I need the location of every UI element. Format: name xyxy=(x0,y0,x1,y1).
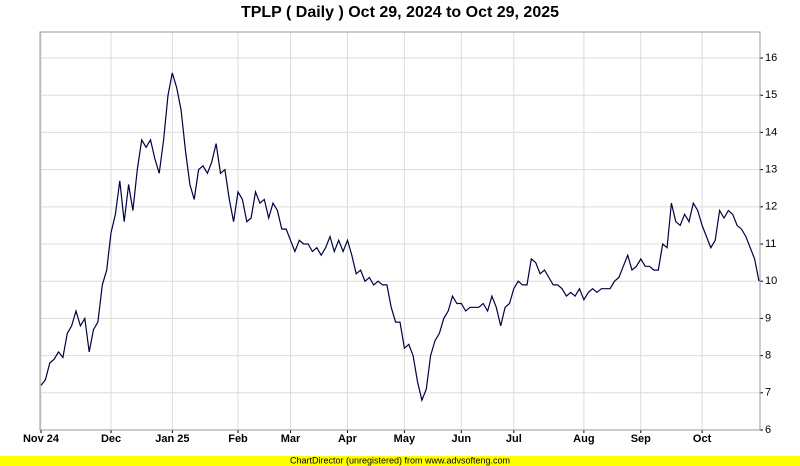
x-tick-label: Nov 24 xyxy=(23,433,60,445)
y-tick-label: 13 xyxy=(765,164,777,176)
x-tick-label: Apr xyxy=(338,433,358,445)
x-tick-label: Jun xyxy=(452,433,472,445)
price-line xyxy=(40,72,760,403)
y-tick-label: 16 xyxy=(765,52,777,64)
y-tick-label: 8 xyxy=(765,350,771,362)
plot-frame xyxy=(39,31,761,431)
y-tick-label: 11 xyxy=(765,238,776,250)
footer-bar xyxy=(0,456,800,466)
y-tick-label: 6 xyxy=(765,424,771,436)
x-tick-label: Oct xyxy=(693,433,712,445)
x-tick-label: Feb xyxy=(228,433,248,445)
x-tick-label: Mar xyxy=(281,433,301,445)
x-tick-label: Dec xyxy=(101,433,121,445)
y-tick-label: 12 xyxy=(765,201,777,213)
x-tick-label: Aug xyxy=(573,433,594,445)
x-tick-label: May xyxy=(394,433,416,445)
y-tick-label: 7 xyxy=(765,387,771,399)
x-tick-label: Jul xyxy=(506,433,522,445)
x-tick-label: Jan 25 xyxy=(155,433,189,445)
footer: ChartDirector (unregistered) from www.ad… xyxy=(290,455,510,465)
y-tick-label: 14 xyxy=(765,126,777,138)
x-tick-label: Sep xyxy=(631,433,651,445)
y-tick-label: 15 xyxy=(765,89,777,101)
y-tick-label: 10 xyxy=(765,275,777,287)
y-tick-label: 9 xyxy=(765,312,771,324)
chart-title: TPLP ( Daily ) Oct 29, 2024 to Oct 29, 2… xyxy=(241,4,559,21)
